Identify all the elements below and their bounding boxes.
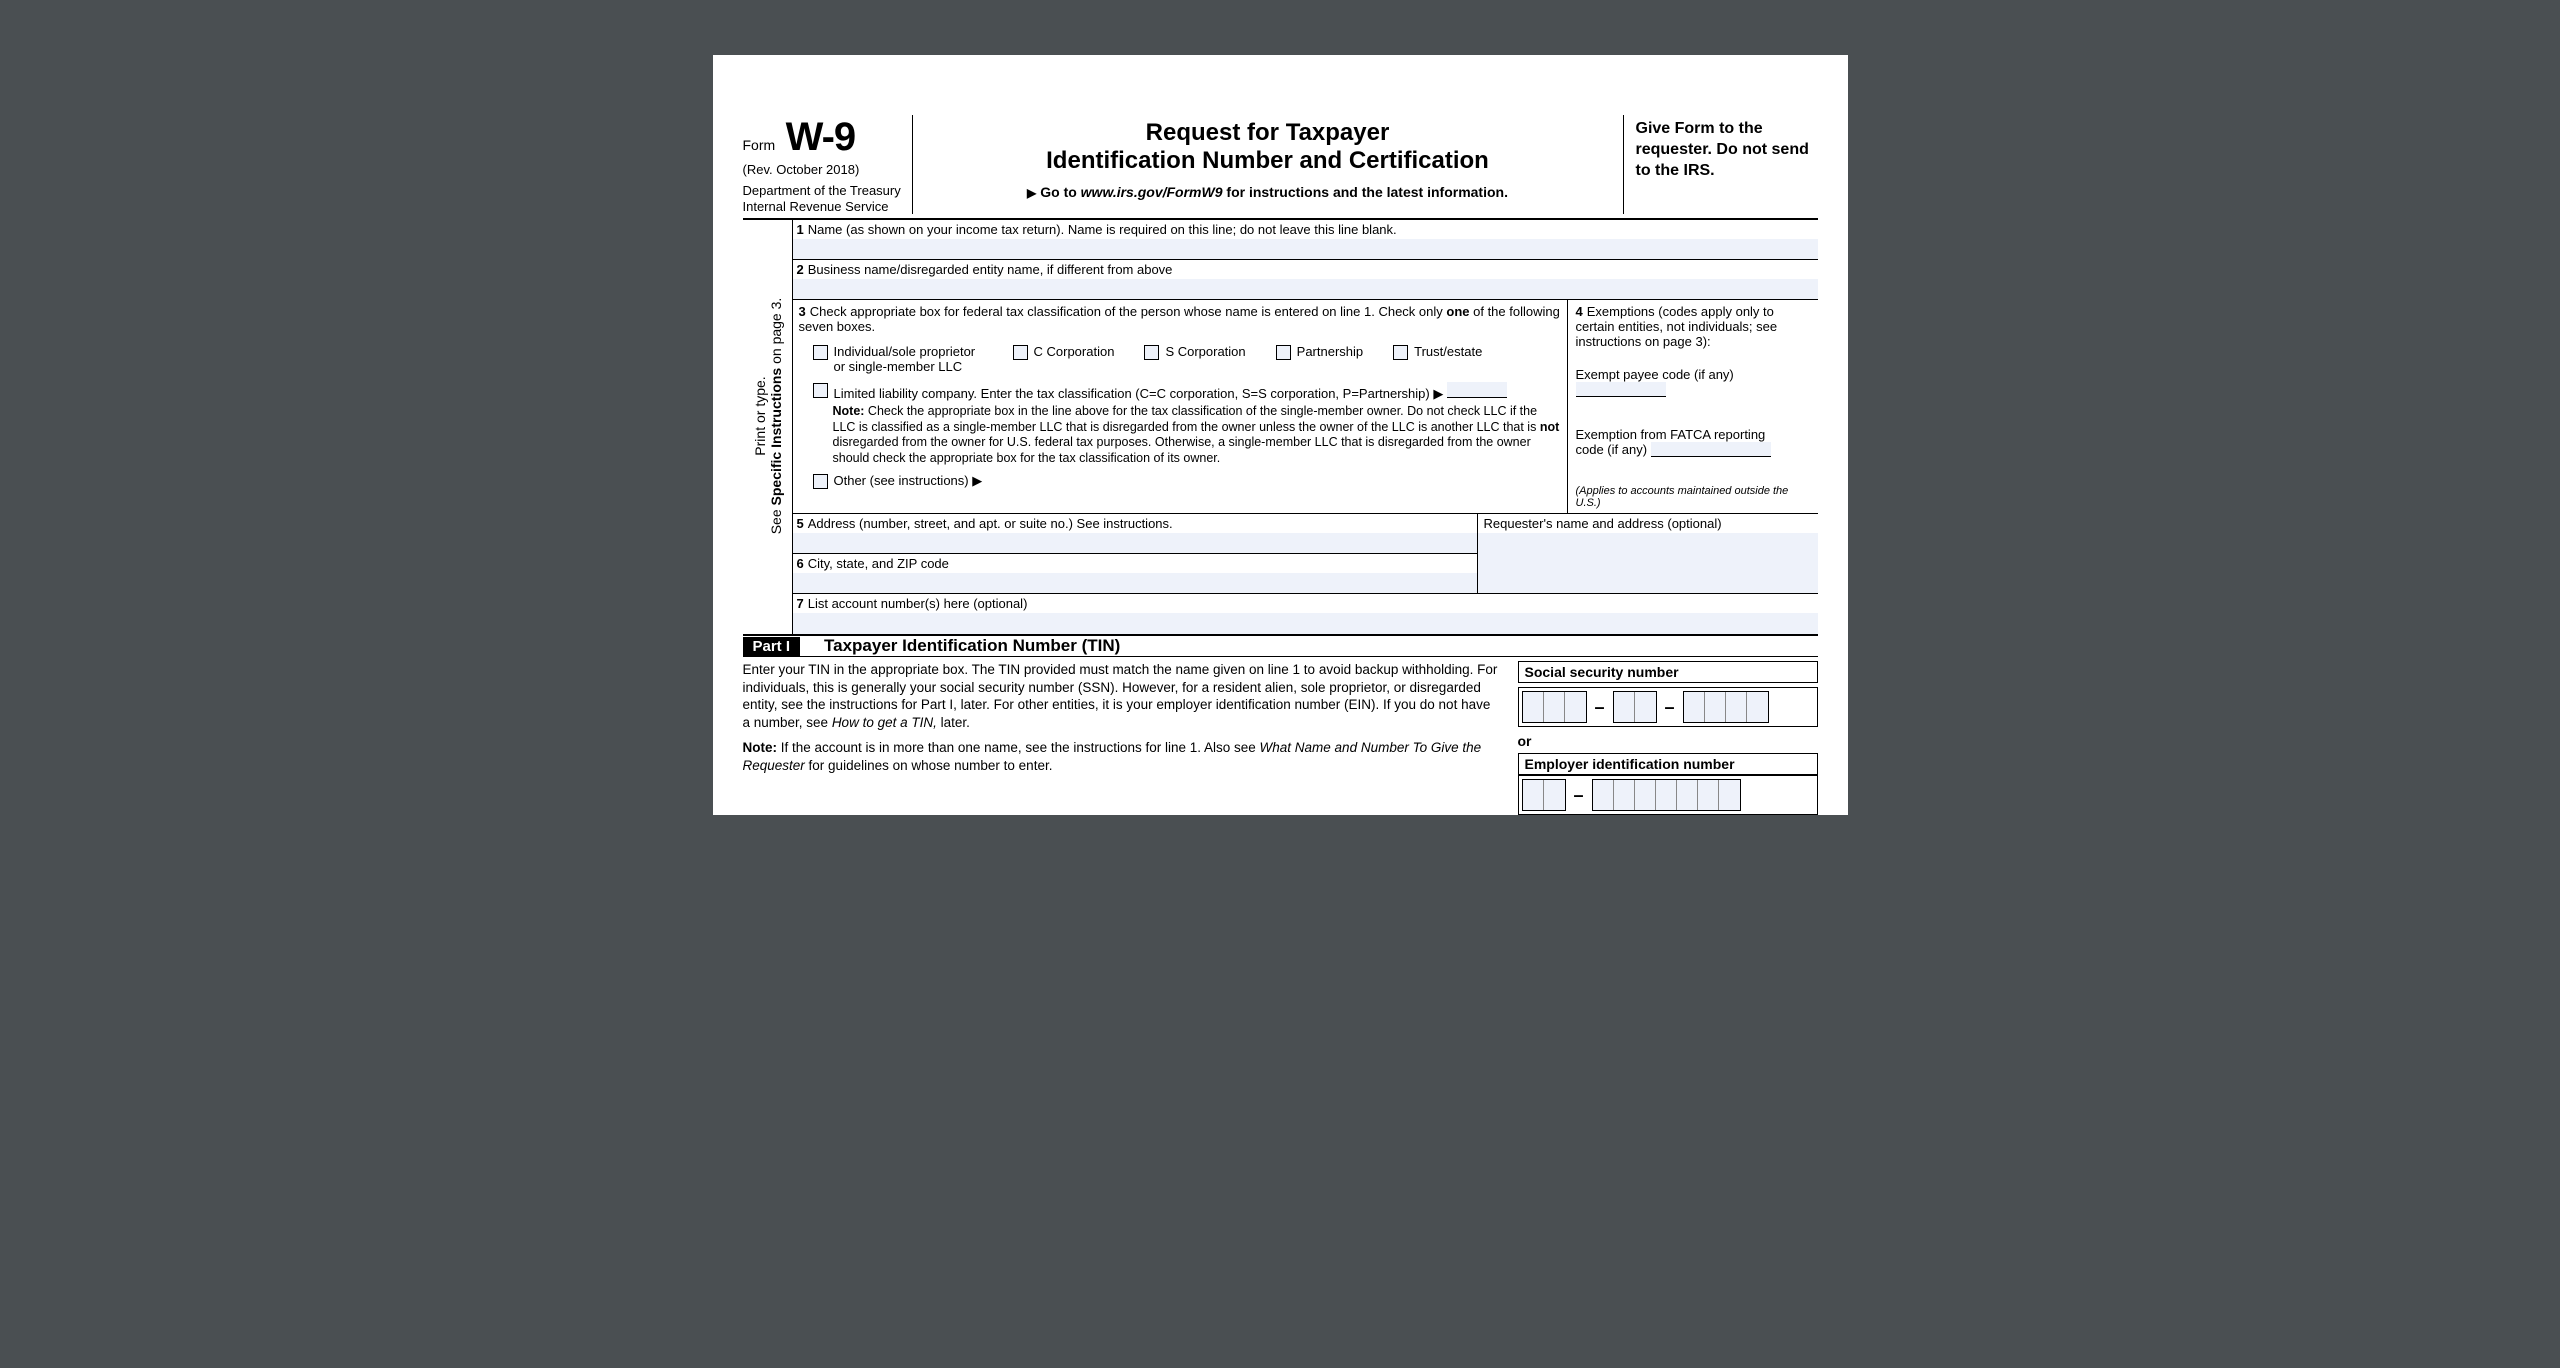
field-2-business[interactable]: 2Business name/disregarded entity name, … (793, 260, 1818, 300)
field-3-classification: 3Check appropriate box for federal tax c… (793, 300, 1568, 513)
part1-badge: Part I (743, 637, 801, 656)
checkbox-partnership[interactable] (1276, 345, 1291, 360)
checkbox-other[interactable] (813, 474, 828, 489)
llc-note: Note: Check the appropriate box in the l… (833, 404, 1561, 467)
ein-label: Employer identification number (1518, 753, 1818, 775)
field-4-exemptions: 4Exemptions (codes apply only to certain… (1568, 300, 1818, 513)
form-body: Print or type. See Specific Instructions… (743, 220, 1818, 634)
part1-header: Part I Taxpayer Identification Number (T… (743, 634, 1818, 657)
checkbox-llc[interactable] (813, 383, 828, 398)
checkbox-s-corp[interactable] (1144, 345, 1159, 360)
ein-input[interactable]: – (1518, 775, 1818, 815)
llc-class-input[interactable] (1447, 382, 1507, 398)
department: Department of the Treasury Internal Reve… (743, 183, 904, 214)
field-3-4-row: 3Check appropriate box for federal tax c… (793, 300, 1818, 514)
field-7-accounts[interactable]: 7List account number(s) here (optional) (793, 594, 1818, 634)
revision-date: (Rev. October 2018) (743, 162, 904, 177)
part1-title: Taxpayer Identification Number (TIN) (824, 636, 1120, 656)
field-6-city[interactable]: 6City, state, and ZIP code (793, 554, 1477, 594)
ssn-input[interactable]: – – (1518, 687, 1818, 727)
or-text: or (1518, 733, 1818, 749)
checkbox-c-corp[interactable] (1013, 345, 1028, 360)
ssn-label: Social security number (1518, 661, 1818, 683)
header-left: Form W-9 (Rev. October 2018) Department … (743, 115, 913, 214)
form-word: Form (743, 137, 776, 153)
form-page: Form W-9 (Rev. October 2018) Department … (713, 55, 1848, 815)
field-1-name[interactable]: 1Name (as shown on your income tax retur… (793, 220, 1818, 260)
address-requester-row: 5Address (number, street, and apt. or su… (793, 514, 1818, 594)
form-number: W-9 (786, 115, 856, 160)
goto-line: ▶Go to www.irs.gov/FormW9 for instructio… (923, 184, 1613, 200)
requester-box[interactable]: Requester's name and address (optional) (1478, 514, 1818, 594)
header-center: Request for Taxpayer Identification Numb… (913, 115, 1623, 214)
checkbox-trust[interactable] (1393, 345, 1408, 360)
part1-body: Enter your TIN in the appropriate box. T… (743, 661, 1818, 815)
fatca-code-input[interactable] (1651, 442, 1771, 457)
part1-instructions: Enter your TIN in the appropriate box. T… (743, 661, 1498, 815)
form-header: Form W-9 (Rev. October 2018) Department … (743, 115, 1818, 220)
header-right: Give Form to the requester. Do not send … (1623, 115, 1818, 214)
fields-column: 1Name (as shown on your income tax retur… (793, 220, 1818, 634)
side-label: Print or type. See Specific Instructions… (743, 220, 793, 634)
exempt-payee-input[interactable] (1576, 382, 1666, 397)
tin-column: Social security number – – or Employer i… (1518, 661, 1818, 815)
form-title: Request for Taxpayer Identification Numb… (923, 119, 1613, 174)
field-5-address[interactable]: 5Address (number, street, and apt. or su… (793, 514, 1477, 554)
checkbox-individual[interactable] (813, 345, 828, 360)
